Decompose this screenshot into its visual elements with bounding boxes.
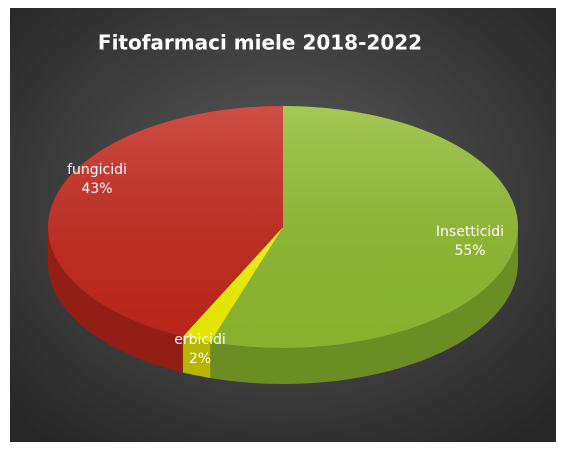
slice-label: Insetticidi [436, 224, 504, 240]
slice-value-label: 2% [189, 351, 211, 367]
labels: Insetticidi 55% erbicidi 2% fungicidi 43% [67, 162, 504, 367]
slice-value-label: 43% [81, 181, 112, 197]
slice-label: fungicidi [67, 162, 127, 178]
slice-side [182, 336, 211, 379]
slice-side [210, 227, 518, 384]
slice-value-label: 55% [454, 243, 485, 259]
chart-title: Fitofarmaci miele 2018-2022 [98, 31, 422, 55]
slice-label: erbicidi [174, 332, 226, 348]
slice-highlight [48, 106, 283, 337]
slice-highlight [210, 106, 518, 348]
slice-side [48, 227, 183, 373]
slice-highlight [182, 227, 283, 343]
pie [48, 106, 518, 384]
